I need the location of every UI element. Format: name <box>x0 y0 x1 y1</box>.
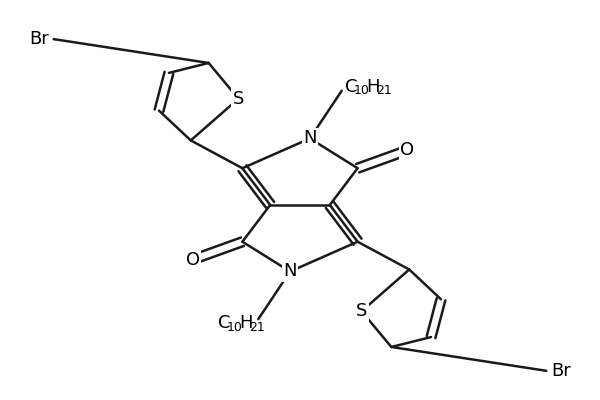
Text: H: H <box>239 314 253 332</box>
Text: Br: Br <box>551 362 571 380</box>
Text: S: S <box>356 302 367 320</box>
Text: 10: 10 <box>227 321 243 334</box>
Text: 21: 21 <box>376 84 392 97</box>
Text: C: C <box>344 78 357 96</box>
Text: C: C <box>218 314 230 332</box>
Text: H: H <box>366 78 380 96</box>
Text: Br: Br <box>29 30 49 48</box>
Text: N: N <box>303 130 317 148</box>
Text: N: N <box>283 262 297 280</box>
Text: 10: 10 <box>354 84 370 97</box>
Text: 21: 21 <box>249 321 265 334</box>
Text: S: S <box>233 90 244 108</box>
Text: O: O <box>185 250 200 268</box>
Text: O: O <box>400 141 415 159</box>
